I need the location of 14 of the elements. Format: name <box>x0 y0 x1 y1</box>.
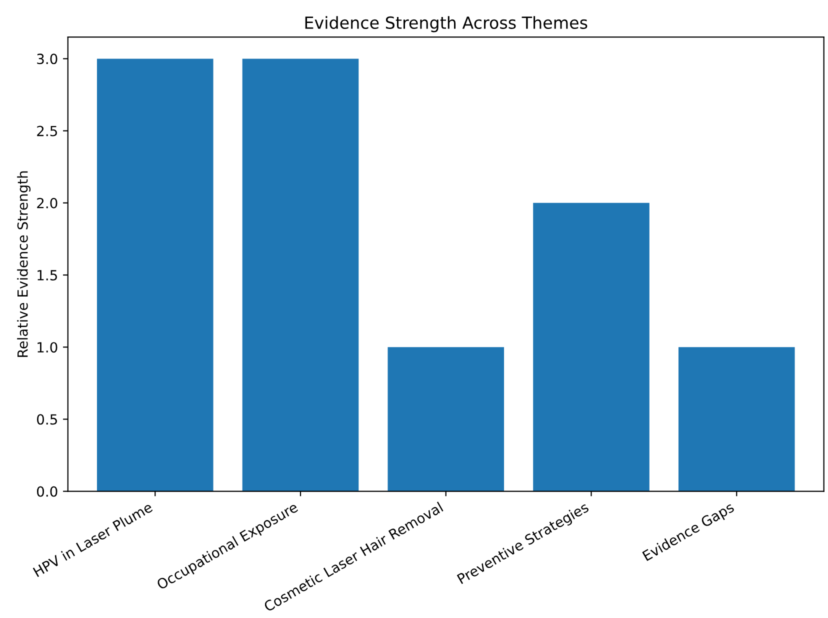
bar <box>388 347 504 492</box>
y-tick-label: 0.0 <box>37 486 58 497</box>
bar <box>533 202 650 492</box>
bar <box>678 347 795 492</box>
y-axis-title: Relative Evidence Strength <box>17 171 31 357</box>
y-tick-label: 3.0 <box>37 54 58 64</box>
bar <box>242 58 359 492</box>
chart-title: Evidence Strength Across Themes <box>305 16 588 32</box>
bar <box>96 58 214 492</box>
y-tick-label: 1.0 <box>38 342 58 353</box>
y-tick-label: 1.5 <box>38 270 57 280</box>
y-tick-label: 0.5 <box>37 414 57 425</box>
y-tick-label: 2.0 <box>37 198 58 208</box>
y-tick-label: 2.5 <box>37 126 57 136</box>
